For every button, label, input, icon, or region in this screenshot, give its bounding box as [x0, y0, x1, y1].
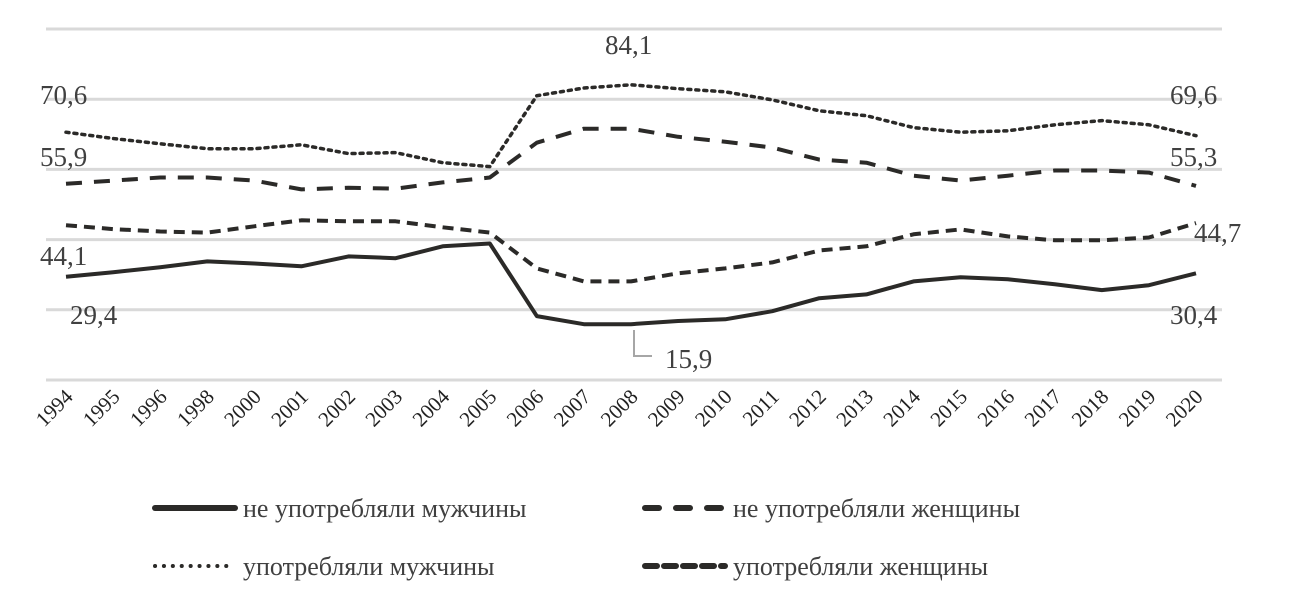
series-line-2 [64, 83, 1198, 169]
data-label: 44,1 [40, 241, 87, 271]
data-label: 55,9 [40, 142, 87, 172]
x-tick-label: 2015 [925, 385, 972, 432]
x-tick-label: 2001 [266, 385, 313, 432]
series-line-1 [65, 126, 1197, 192]
x-tick-label: 2011 [738, 385, 784, 431]
legend-label: употребляли женщины [733, 552, 988, 581]
series-line-0 [65, 241, 1197, 327]
x-tick-label: 2012 [784, 385, 831, 432]
x-tick-label: 2009 [643, 385, 690, 432]
x-tick-label: 2017 [1020, 385, 1067, 432]
x-tick-label: 1998 [172, 385, 219, 432]
x-tick-label: 2006 [502, 385, 549, 432]
x-tick-label: 2013 [831, 385, 878, 432]
data-label: 84,1 [605, 30, 652, 60]
data-label: 55,3 [1170, 142, 1217, 172]
x-tick-label: 2019 [1114, 385, 1161, 432]
x-tick-label: 2007 [549, 385, 596, 432]
leader-line [633, 330, 652, 357]
x-tick-label: 2002 [313, 385, 360, 432]
legend-label: не употребляли женщины [733, 494, 1020, 523]
x-tick-label: 1995 [78, 385, 125, 432]
x-tick-label: 2005 [455, 385, 502, 432]
x-tick-label: 2014 [878, 384, 925, 431]
x-tick-label: 2004 [408, 384, 455, 431]
x-tick-label: 2018 [1067, 385, 1114, 432]
x-tick-label: 1996 [125, 385, 172, 432]
x-tick-label: 2016 [973, 385, 1020, 432]
data-label: 44,7 [1194, 218, 1241, 248]
data-label: 30,4 [1170, 300, 1218, 330]
data-label: 15,9 [665, 344, 712, 374]
series-line-3 [65, 218, 1197, 284]
x-tick-label: 2003 [360, 385, 407, 432]
x-tick-label: 2008 [596, 385, 643, 432]
x-tick-label: 2000 [219, 385, 266, 432]
data-label: 69,6 [1170, 80, 1217, 110]
x-tick-label: 2020 [1161, 385, 1208, 432]
legend-label: не употребляли мужчины [243, 494, 526, 523]
data-label: 29,4 [70, 300, 118, 330]
legend-label: употребляли мужчины [243, 552, 495, 581]
data-label: 70,6 [40, 80, 87, 110]
x-tick-label: 1994 [31, 384, 78, 431]
x-tick-label: 2010 [690, 385, 737, 432]
